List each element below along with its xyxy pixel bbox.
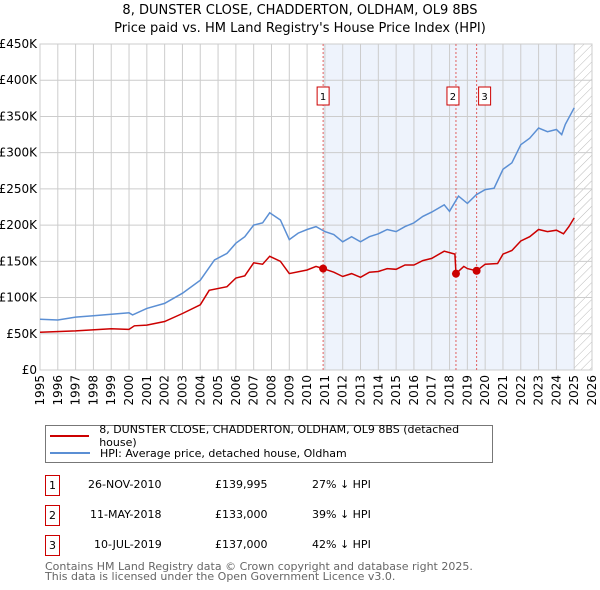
x-tick-label: 2012 — [336, 375, 350, 406]
x-tick-label: 2003 — [175, 375, 189, 406]
footer-licence: This data is licensed under the Open Gov… — [45, 570, 396, 583]
x-tick-label: 2019 — [460, 375, 474, 406]
plot-frame — [39, 43, 593, 371]
date: 10-JUL-2019 — [94, 538, 162, 551]
price: £139,995 — [215, 478, 268, 491]
footer-copyright: Contains HM Land Registry data © Crown c… — [45, 560, 473, 573]
x-tick-label: 2011 — [318, 375, 332, 406]
y-tick-label: £350K — [0, 109, 38, 123]
x-tick-label: 2004 — [193, 375, 207, 406]
x-tick-label: 1998 — [86, 375, 100, 406]
date: 11-MAY-2018 — [90, 508, 162, 521]
chart-subtitle: Price paid vs. HM Land Registry's House … — [114, 21, 486, 36]
x-tick-label: 2018 — [443, 375, 457, 406]
x-tick-label: 2013 — [354, 375, 368, 406]
legend-label: 8, DUNSTER CLOSE, CHADDERTON, OLDHAM, OL… — [99, 423, 460, 449]
sale-marker-label: 1 — [320, 92, 326, 103]
y-tick-label: £100K — [0, 291, 38, 305]
x-tick-label: 1997 — [69, 375, 83, 406]
x-tick-label: 2008 — [264, 375, 278, 406]
x-tick-label: 2000 — [122, 375, 136, 406]
sale-marker-label: 2 — [450, 92, 456, 103]
sale-marker-box — [478, 86, 492, 106]
plot-area: 1995 1996 1997 1998 1999 2000 2001 2002 2003 2004… — [0, 37, 599, 406]
series-line — [39, 107, 575, 321]
sale-point — [319, 264, 328, 273]
sale-marker-box — [316, 86, 330, 106]
x-tick-label: 2009 — [282, 375, 296, 406]
hpi-diff: 39% ↓ HPI — [312, 508, 371, 521]
y-tick-label: £400K — [0, 73, 38, 87]
legend-swatch-blue — [50, 452, 90, 454]
x-tick-label: 1999 — [104, 375, 118, 406]
y-tick-label: £200K — [0, 218, 38, 232]
sale-marker-box — [446, 86, 460, 106]
y-tick-label: £300K — [0, 146, 38, 160]
x-tick-label: 2006 — [229, 375, 243, 406]
y-tick-label: £50K — [6, 327, 38, 341]
marker-box: 2 — [45, 505, 60, 526]
price: £137,000 — [215, 538, 268, 551]
x-tick-label: 2010 — [300, 375, 314, 406]
x-tick-label: 2020 — [478, 375, 492, 406]
legend-item-property: 8, DUNSTER CLOSE, CHADDERTON, OLDHAM, OL… — [50, 423, 492, 449]
marker-box: 3 — [45, 535, 60, 556]
sale-point — [451, 269, 460, 278]
date: 26-NOV-2010 — [88, 478, 162, 491]
legend-label: HPI: Average price, detached house, Oldh… — [100, 446, 347, 460]
legend-swatch-red — [50, 435, 90, 437]
hatched-future-region — [574, 44, 592, 370]
x-tick-label: 1996 — [51, 375, 65, 406]
hpi-diff: 27% ↓ HPI — [312, 478, 371, 491]
legend-item-hpi: HPI: Average price, detached house, Oldh… — [50, 445, 347, 461]
x-tick-label: 2023 — [532, 375, 546, 406]
y-tick-label: £150K — [0, 254, 38, 268]
x-tick-label: 1995 — [33, 375, 47, 406]
hpi-diff: 42% ↓ HPI — [312, 538, 371, 551]
x-tick-label: 2016 — [407, 375, 421, 406]
y-tick-label: £0 — [22, 363, 37, 377]
legend: 8, DUNSTER CLOSE, CHADDERTON, OLDHAM, OL… — [45, 423, 493, 463]
sale-marker-label: 3 — [481, 92, 487, 103]
x-tick-label: 2024 — [549, 375, 563, 406]
x-tick-label: 2007 — [247, 375, 261, 406]
x-tick-label: 2005 — [211, 375, 225, 406]
x-tick-label: 2021 — [496, 375, 510, 406]
x-tick-label: 2015 — [389, 375, 403, 406]
x-tick-label: 2026 — [585, 375, 599, 406]
x-tick-label: 2017 — [425, 375, 439, 406]
sale-point — [472, 266, 481, 275]
chart-title: 8, DUNSTER CLOSE, CHADDERTON, OLDHAM, OL… — [122, 3, 478, 18]
x-tick-label: 2025 — [567, 375, 581, 406]
x-tick-label: 2022 — [514, 375, 528, 406]
series-line — [39, 217, 575, 334]
y-tick-label: £450K — [0, 37, 38, 51]
x-tick-label: 2002 — [158, 375, 172, 406]
x-tick-label: 2014 — [371, 375, 385, 406]
marker-box: 1 — [45, 475, 60, 496]
price: £133,000 — [215, 508, 268, 521]
x-tick-label: 2001 — [140, 375, 154, 406]
y-tick-label: £250K — [0, 182, 38, 196]
